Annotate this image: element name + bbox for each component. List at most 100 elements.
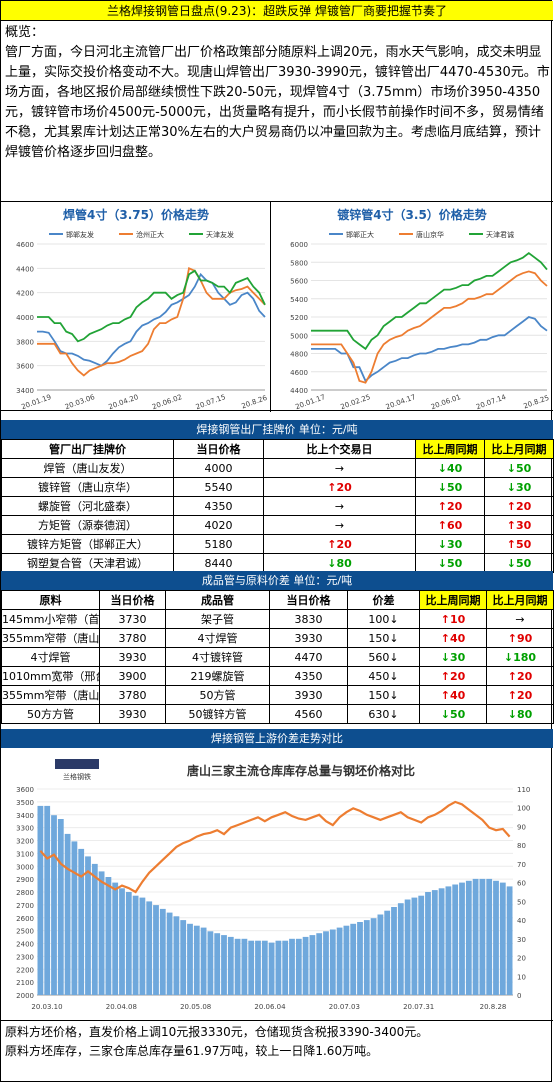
- change-week: ↓40: [415, 458, 485, 478]
- inventory-bar: [214, 933, 221, 995]
- legend-entry: 邯郸正大: [346, 230, 374, 239]
- inventory-bar: [295, 938, 302, 995]
- pipe-price: 4350: [269, 666, 348, 686]
- inventory-bar: [91, 863, 98, 995]
- inventory-bar: [255, 940, 261, 995]
- y-tick-label: 4400: [290, 387, 308, 395]
- change-week: ↑20: [415, 496, 485, 516]
- inventory-bar: [438, 888, 445, 995]
- y-left-tick-label: 2500: [16, 928, 34, 936]
- table-row: 镀锌方矩管（邯郸正大） 5180 ↑20 ↓30 ↑50: [1, 534, 554, 554]
- inventory-bar: [112, 882, 119, 995]
- change-month: ↑20: [486, 685, 554, 705]
- spread: 560↓: [347, 647, 420, 667]
- raw-price: 3930: [99, 704, 166, 724]
- spread: 150↓: [347, 685, 420, 705]
- inventory-bar: [343, 925, 350, 995]
- factory-table-title: 焊接钢管出厂挂牌价 单位：元/吨: [1, 420, 553, 439]
- change-month: ↑20: [486, 666, 554, 686]
- y-right-tick-label: 40: [517, 917, 526, 925]
- y-left-tick-label: 2800: [16, 889, 34, 897]
- inventory-bar: [78, 848, 85, 995]
- x-tick-label: 20.04.20: [108, 393, 140, 411]
- x-tick-label: 20.07.31: [403, 1003, 434, 1011]
- change-week: ↓30: [419, 647, 487, 667]
- x-tick-label: 20.8.28: [480, 1003, 507, 1011]
- y-tick-label: 6000: [290, 241, 308, 249]
- x-tick-label: 20.07.14: [475, 393, 508, 411]
- inventory-bar: [499, 882, 506, 995]
- price-charts-row: 焊管4寸（3.75）价格走势 邯郸友发 沧州正大 天津友发 3400 3600 3800 40…: [1, 201, 553, 412]
- y-right-tick-label: 10: [517, 973, 526, 981]
- x-tick-label: 20.8.25: [522, 394, 550, 411]
- y-tick-label: 4200: [16, 290, 34, 298]
- spread-header-cell: 成品管: [165, 590, 270, 610]
- table-row: 螺旋管（河北盛泰） 4350 → ↑20 ↑20: [1, 496, 554, 516]
- factory-header-cell: 管厂出厂挂牌价: [1, 439, 174, 459]
- raw-price: 3900: [99, 666, 166, 686]
- change-month: ↑50: [484, 534, 554, 554]
- inventory-bar: [418, 895, 425, 995]
- summary-label: 概览：: [5, 25, 45, 40]
- inventory-bar: [98, 871, 105, 995]
- inventory-bar: [51, 815, 57, 995]
- footer: 原料方坯价格，直发价格上调10元报3330元，仓储现货含税报3390-3400元…: [5, 1023, 551, 1061]
- finished-pipe: 4寸镀锌管: [165, 647, 270, 667]
- chart-title: 镀锌管4寸（3.5）价格走势: [337, 207, 487, 222]
- y-right-tick-label: 90: [517, 823, 526, 831]
- y-tick-label: 4400: [16, 265, 34, 273]
- y-tick-label: 4000: [16, 314, 34, 322]
- pipe-price: 3930: [269, 628, 348, 648]
- y-right-tick-label: 110: [517, 786, 530, 794]
- inventory-bar: [486, 878, 493, 995]
- company-label: 兰格钢铁: [63, 772, 91, 781]
- y-right-tick-label: 60: [517, 880, 526, 888]
- x-tick-label: 20.04.17: [385, 393, 417, 411]
- galv-pipe-chart: 镀锌管4寸（3.5）价格走势 邯郸正大 唐山京华 天津君诚 4400 4600 4800 50…: [271, 202, 553, 412]
- x-tick-label: 20.06.04: [254, 1003, 286, 1011]
- change-month: ↓50: [484, 458, 554, 478]
- change-month: →: [486, 609, 554, 629]
- x-tick-label: 20.05.08: [180, 1003, 211, 1011]
- y-right-tick-label: 20: [517, 955, 526, 963]
- inventory-bar: [227, 936, 234, 995]
- x-tick-label: 20.07.03: [329, 1003, 360, 1011]
- x-tick-label: 20.06.02: [151, 393, 183, 411]
- inventory-bar: [309, 935, 316, 995]
- legend-entry: 天津友发: [206, 230, 234, 239]
- inventory-bar: [431, 890, 438, 995]
- inventory-bar: [85, 856, 91, 995]
- inventory-bar: [221, 935, 227, 995]
- spread: 100↓: [347, 609, 420, 629]
- spread-table-title: 成品管与原料价差 单位：元/吨: [1, 571, 553, 590]
- inventory-bar: [234, 938, 241, 995]
- inventory-bar: [275, 940, 282, 995]
- finished-pipe: 4寸焊管: [165, 628, 270, 648]
- finished-pipe: 50镀锌方管: [165, 704, 270, 724]
- change-month: ↑90: [486, 628, 554, 648]
- inventory-bar: [459, 882, 465, 995]
- summary-text: 管厂方面，今日河北主流管厂出厂价格政策部分随原料上调20元，雨水天气影响，成交未…: [5, 45, 550, 160]
- change-month: ↑20: [484, 496, 554, 516]
- inventory-bar: [132, 895, 139, 995]
- change-month: ↓30: [484, 477, 554, 497]
- series-line-1: [37, 267, 266, 377]
- inventory-bar: [282, 940, 289, 995]
- y-right-tick-label: 30: [517, 936, 526, 944]
- pipe-price: 4560: [269, 704, 348, 724]
- y-left-tick-label: 3600: [16, 786, 34, 794]
- table-row: 50方方管 3930 50镀锌方管 4560 630↓ ↓50 ↓80: [1, 704, 554, 724]
- y-right-tick-label: 70: [517, 861, 526, 869]
- raw-material: 355mm窄带（唐山瑞丰）: [1, 628, 100, 648]
- raw-material: 145mm小窄带（首唐宝生）: [1, 609, 100, 629]
- raw-price: 3730: [99, 609, 166, 629]
- y-right-tick-label: 80: [517, 842, 526, 850]
- legend-entry: 邯郸友发: [66, 230, 94, 239]
- y-tick-label: 5600: [290, 278, 308, 286]
- pipe-name: 方矩管（源泰德润）: [1, 515, 174, 535]
- y-left-tick-label: 3200: [16, 838, 34, 846]
- y-tick-label: 5200: [290, 314, 308, 322]
- inventory-bar: [391, 907, 397, 995]
